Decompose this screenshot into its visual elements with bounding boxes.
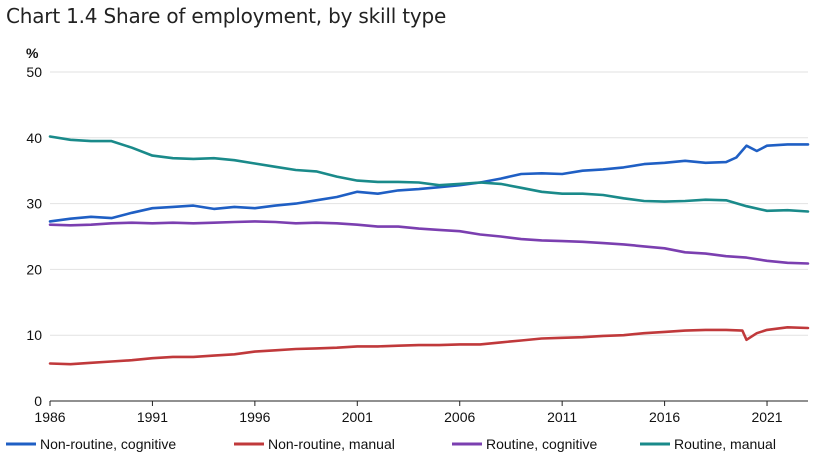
series-line-1 bbox=[48, 326, 810, 366]
legend-label: Routine, manual bbox=[674, 436, 776, 452]
legend-label: Non-routine, manual bbox=[268, 436, 395, 452]
x-tick-label: 2001 bbox=[342, 409, 373, 425]
x-tick-label: 2006 bbox=[444, 409, 475, 425]
series-lines bbox=[48, 135, 810, 366]
y-tick-label: 40 bbox=[26, 130, 42, 146]
y-tick-label: 50 bbox=[26, 64, 42, 80]
x-tick-label: 2016 bbox=[649, 409, 680, 425]
y-tick-label: 30 bbox=[26, 196, 42, 212]
x-tick-label: 1991 bbox=[137, 409, 168, 425]
series-line-3 bbox=[48, 135, 810, 213]
x-tick-label: 2021 bbox=[751, 409, 782, 425]
y-tick-label: 0 bbox=[34, 393, 42, 409]
series-line-2 bbox=[48, 220, 810, 265]
series-line-0 bbox=[48, 143, 810, 223]
y-tick-label: 20 bbox=[26, 261, 42, 277]
legend-label: Routine, cognitive bbox=[486, 436, 598, 452]
x-axis: 1986 1991 1996 2001 2006 2011 2016 2021 bbox=[34, 400, 808, 425]
grid-lines bbox=[50, 71, 808, 336]
x-tick-label: 2011 bbox=[547, 409, 577, 425]
legend: Non-routine, cognitive Non-routine, manua… bbox=[6, 436, 776, 452]
x-tick-label: 1986 bbox=[34, 409, 65, 425]
chart-title: Chart 1.4 Share of employment, by skill … bbox=[6, 4, 447, 28]
legend-label: Non-routine, cognitive bbox=[40, 436, 176, 452]
x-tick-label: 1996 bbox=[239, 409, 270, 425]
y-tick-label: 10 bbox=[26, 327, 42, 343]
y-unit-label: % bbox=[26, 45, 39, 61]
y-tick-labels: 0 10 20 30 40 50 bbox=[26, 64, 42, 409]
